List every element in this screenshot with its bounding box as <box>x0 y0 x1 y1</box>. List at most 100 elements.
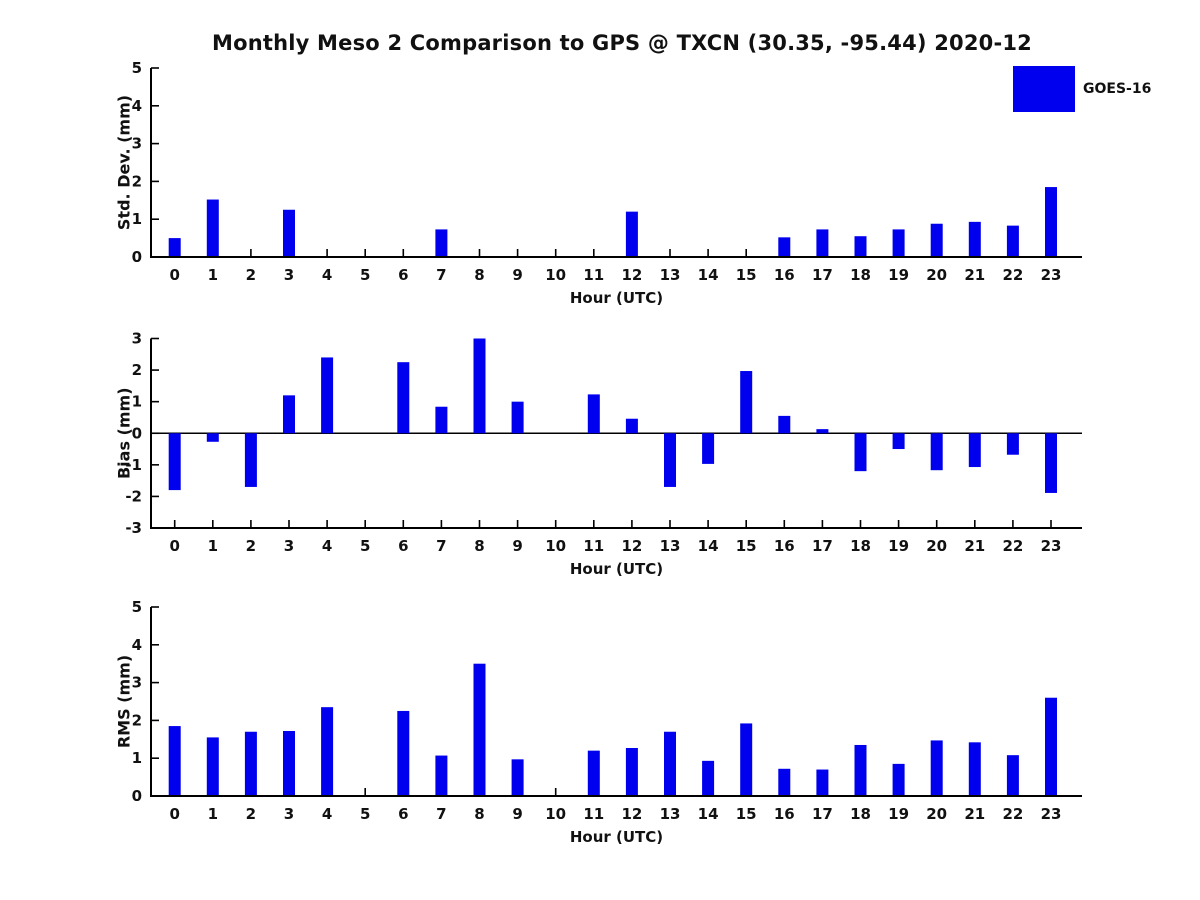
y-tick-label: 4 <box>132 97 142 115</box>
x-tick-label: 3 <box>284 266 294 284</box>
x-tick-label: 9 <box>512 805 522 823</box>
bar-hour-11 <box>587 750 600 796</box>
y-tick-label: 0 <box>132 424 142 442</box>
x-tick-label: 2 <box>246 537 256 555</box>
x-tick-label: 6 <box>398 266 408 284</box>
y-tick-label: 5 <box>132 59 142 77</box>
y-tick-label: -3 <box>125 519 142 537</box>
x-tick-label: 4 <box>322 266 332 284</box>
x-tick-label: 7 <box>436 537 446 555</box>
x-tick-label: 22 <box>1002 805 1023 823</box>
bar-hour-21 <box>968 433 981 468</box>
bar-hour-15 <box>740 723 753 796</box>
y-tick-label: 3 <box>132 330 142 348</box>
x-tick-label: 15 <box>736 266 757 284</box>
x-tick-label: 17 <box>812 805 833 823</box>
x-tick-label: 10 <box>545 537 566 555</box>
y-axis-label: RMS (mm) <box>115 655 134 748</box>
x-tick-label: 18 <box>850 537 871 555</box>
x-tick-label: 10 <box>545 805 566 823</box>
x-tick-label: 1 <box>208 537 218 555</box>
bar-hour-3 <box>283 730 295 796</box>
bar-hour-15 <box>740 371 753 434</box>
bar-hour-13 <box>664 433 676 487</box>
bar-hour-20 <box>930 223 943 257</box>
x-tick-label: 14 <box>698 537 719 555</box>
y-tick-label: -1 <box>125 456 142 474</box>
legend-label: GOES-16 <box>1083 81 1152 97</box>
chart-title: Monthly Meso 2 Comparison to GPS @ TXCN … <box>212 31 1032 55</box>
x-tick-label: 2 <box>246 266 256 284</box>
x-tick-label: 9 <box>512 537 522 555</box>
bar-hour-14 <box>702 433 715 464</box>
x-tick-label: 21 <box>964 266 985 284</box>
x-tick-label: 21 <box>964 537 985 555</box>
bar-hour-7 <box>435 229 448 257</box>
bar-hour-9 <box>511 401 524 434</box>
x-tick-label: 0 <box>169 805 179 823</box>
y-axis-label: Std. Dev. (mm) <box>115 95 134 230</box>
x-tick-label: 8 <box>474 805 484 823</box>
bar-hour-22 <box>1006 433 1019 455</box>
bar-hour-12 <box>625 418 638 434</box>
x-tick-label: 20 <box>926 805 947 823</box>
bar-hour-6 <box>397 362 410 434</box>
x-tick-label: 13 <box>660 266 681 284</box>
bar-hour-19 <box>892 763 905 796</box>
bar-hour-2 <box>244 731 257 796</box>
x-tick-label: 0 <box>169 537 179 555</box>
bar-hour-8 <box>473 338 486 434</box>
x-tick-label: 10 <box>545 266 566 284</box>
y-tick-label: 1 <box>132 210 142 228</box>
x-tick-label: 8 <box>474 266 484 284</box>
x-tick-label: 11 <box>583 266 604 284</box>
x-tick-label: 23 <box>1041 805 1062 823</box>
x-tick-label: 15 <box>736 805 757 823</box>
bar-hour-3 <box>283 395 295 434</box>
bar-hour-13 <box>664 731 676 796</box>
y-tick-label: 4 <box>132 636 142 654</box>
y-tick-label: 5 <box>132 598 142 616</box>
bar-hour-11 <box>587 394 600 434</box>
x-tick-label: 4 <box>322 805 332 823</box>
bar-hour-6 <box>397 710 410 796</box>
bar-hour-4 <box>321 707 334 796</box>
x-tick-label: 19 <box>888 805 909 823</box>
x-tick-label: 20 <box>926 537 947 555</box>
x-tick-label: 17 <box>812 537 833 555</box>
x-tick-label: 7 <box>436 805 446 823</box>
bar-hour-17 <box>816 229 829 257</box>
x-tick-label: 18 <box>850 266 871 284</box>
bar-hour-19 <box>892 433 905 450</box>
x-tick-label: 17 <box>812 266 833 284</box>
x-tick-label: 16 <box>774 537 795 555</box>
x-tick-label: 2 <box>246 805 256 823</box>
x-tick-label: 14 <box>698 805 719 823</box>
x-tick-label: 16 <box>774 266 795 284</box>
x-tick-label: 3 <box>284 537 294 555</box>
y-tick-label: 1 <box>132 393 142 411</box>
x-tick-label: 1 <box>208 266 218 284</box>
y-tick-label: 3 <box>132 674 142 692</box>
x-tick-label: 23 <box>1041 537 1062 555</box>
x-tick-label: 12 <box>621 266 642 284</box>
bar-hour-21 <box>968 221 981 257</box>
bar-hour-12 <box>625 747 638 796</box>
x-tick-label: 13 <box>660 805 681 823</box>
y-axis-label: Bias (mm) <box>115 387 134 479</box>
bar-hour-16 <box>778 768 791 796</box>
bar-hour-17 <box>816 429 829 434</box>
bar-hour-9 <box>511 759 524 796</box>
x-tick-label: 1 <box>208 805 218 823</box>
x-tick-label: 7 <box>436 266 446 284</box>
bar-hour-2 <box>244 433 257 487</box>
y-tick-label: 0 <box>132 248 142 266</box>
bar-hour-0 <box>168 433 181 491</box>
y-tick-label: 2 <box>132 172 142 190</box>
legend: GOES-16 <box>1013 66 1151 112</box>
x-tick-label: 15 <box>736 537 757 555</box>
y-tick-label: -2 <box>125 487 142 505</box>
y-tick-label: 2 <box>132 711 142 729</box>
